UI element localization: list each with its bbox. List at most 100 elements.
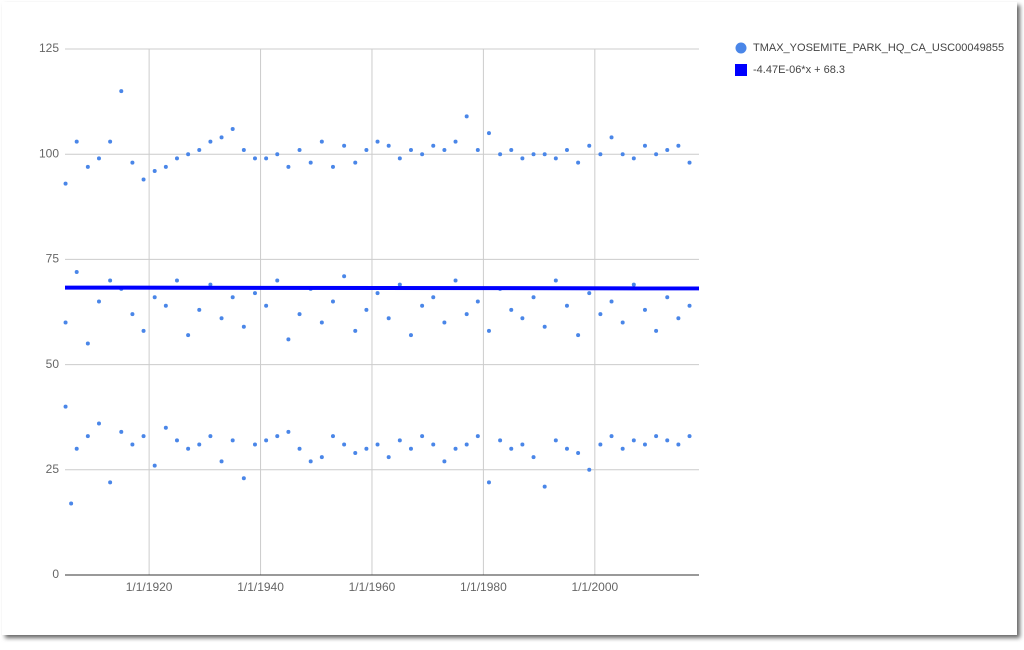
y-tick-label: 75 xyxy=(46,252,60,266)
point xyxy=(219,135,224,140)
point xyxy=(475,434,480,439)
point xyxy=(119,89,124,94)
point xyxy=(286,429,291,434)
point xyxy=(108,278,113,283)
point xyxy=(85,434,90,439)
point xyxy=(520,316,525,321)
point xyxy=(553,438,558,443)
point xyxy=(141,328,146,333)
point xyxy=(219,459,224,464)
point xyxy=(431,295,436,300)
point xyxy=(642,307,647,312)
point xyxy=(252,156,257,161)
point xyxy=(208,282,213,287)
point xyxy=(431,143,436,148)
point xyxy=(642,143,647,148)
point xyxy=(542,152,547,157)
point xyxy=(531,455,536,460)
point xyxy=(74,270,79,275)
point xyxy=(687,434,692,439)
point xyxy=(676,143,681,148)
point xyxy=(297,312,302,317)
point xyxy=(609,135,614,140)
point xyxy=(576,450,581,455)
point xyxy=(542,484,547,489)
point xyxy=(564,303,569,308)
y-tick-label: 125 xyxy=(39,41,59,55)
x-tick-label: 1/1/2000 xyxy=(571,580,618,594)
trendline xyxy=(64,285,700,291)
point xyxy=(152,295,157,300)
point xyxy=(654,152,659,157)
point xyxy=(420,434,425,439)
point xyxy=(687,303,692,308)
point xyxy=(509,147,514,152)
point xyxy=(531,152,536,157)
point xyxy=(208,434,213,439)
point xyxy=(598,442,603,447)
point xyxy=(442,459,447,464)
point xyxy=(141,177,146,182)
point xyxy=(197,147,202,152)
point xyxy=(598,312,603,317)
point xyxy=(631,156,636,161)
point xyxy=(464,442,469,447)
point xyxy=(308,459,313,464)
point xyxy=(620,320,625,325)
point xyxy=(241,324,246,329)
point xyxy=(553,278,558,283)
point xyxy=(174,438,179,443)
point xyxy=(264,303,269,308)
point xyxy=(163,164,168,169)
point xyxy=(342,274,347,279)
legend-label: -4.47E-06*x + 68.3 xyxy=(753,64,845,76)
point xyxy=(408,147,413,152)
point xyxy=(498,438,503,443)
point xyxy=(587,467,592,472)
point xyxy=(275,434,280,439)
legend-label: TMAX_YOSEMITE_PARK_HQ_CA_USC00049855 xyxy=(753,42,1004,54)
point xyxy=(665,295,670,300)
legend-marker xyxy=(735,64,747,76)
point xyxy=(108,480,113,485)
point xyxy=(63,404,68,409)
x-tick-label: 1/1/1940 xyxy=(237,580,284,594)
point xyxy=(63,320,68,325)
point xyxy=(420,152,425,157)
point xyxy=(152,169,157,174)
point xyxy=(464,312,469,317)
point xyxy=(63,181,68,186)
point xyxy=(498,152,503,157)
point xyxy=(141,434,146,439)
point xyxy=(486,480,491,485)
point xyxy=(275,278,280,283)
point xyxy=(342,143,347,148)
point xyxy=(431,442,436,447)
point xyxy=(330,164,335,169)
point xyxy=(208,139,213,144)
point xyxy=(631,438,636,443)
point xyxy=(74,446,79,451)
point xyxy=(453,278,458,283)
point xyxy=(308,160,313,165)
point xyxy=(241,476,246,481)
x-tick-label: 1/1/1980 xyxy=(460,580,507,594)
point xyxy=(531,295,536,300)
point xyxy=(475,147,480,152)
point xyxy=(442,147,447,152)
point xyxy=(587,291,592,296)
point xyxy=(319,455,324,460)
point xyxy=(676,316,681,321)
frame xyxy=(2,2,1017,635)
point xyxy=(520,156,525,161)
point xyxy=(230,438,235,443)
point xyxy=(286,164,291,169)
y-tick-label: 0 xyxy=(52,567,59,581)
point xyxy=(342,442,347,447)
point xyxy=(609,299,614,304)
point xyxy=(687,160,692,165)
point xyxy=(130,442,135,447)
point xyxy=(108,139,113,144)
point xyxy=(96,421,101,426)
